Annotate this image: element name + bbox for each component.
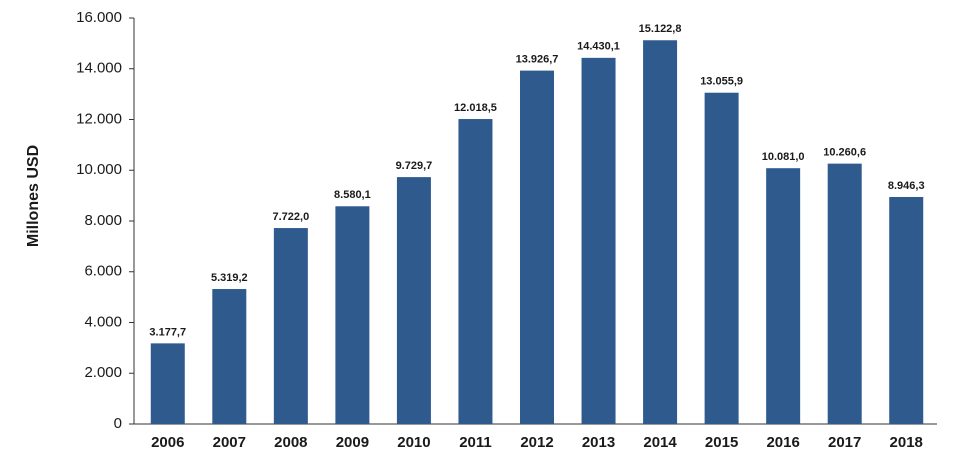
bar [827,163,862,424]
x-tick-label: 2012 [520,434,553,451]
value-label: 5.319,2 [211,272,248,284]
y-tick-label: 12.000 [76,110,122,127]
y-tick-label: 14.000 [76,60,122,77]
x-tick-label: 2006 [151,434,184,451]
x-tick-label: 2013 [582,434,615,451]
x-tick-label: 2007 [213,434,246,451]
y-tick-label: 6.000 [84,263,122,280]
value-label: 3.177,7 [149,326,186,338]
value-label: 14.430,1 [577,41,620,53]
value-label: 15.122,8 [639,23,682,35]
bar [335,206,370,424]
value-label: 12.018,5 [454,102,497,114]
y-tick-label: 2.000 [84,364,122,381]
value-label: 8.946,3 [888,180,925,192]
y-tick-label: 0 [114,415,122,432]
y-tick-label: 10.000 [76,161,122,178]
bar [581,57,616,424]
bar [150,343,185,424]
bar [520,70,554,424]
y-tick-label: 4.000 [84,313,122,330]
x-tick-label: 2015 [705,434,738,451]
x-tick-label: 2011 [459,434,492,451]
x-tick-label: 2017 [828,434,861,451]
bar [273,228,308,424]
value-label: 8.580,1 [334,189,371,201]
x-tick-label: 2008 [274,434,307,451]
value-label: 13.926,7 [516,54,559,66]
x-tick-label: 2018 [890,434,923,451]
x-tick-label: 2010 [397,434,430,451]
bar [458,119,493,424]
value-label: 9.729,7 [396,160,433,172]
bar [643,40,678,425]
value-label: 10.260,6 [823,147,866,159]
x-tick-label: 2016 [766,434,799,451]
x-tick-label: 2014 [643,434,677,451]
bar [889,196,924,424]
bar [704,92,739,424]
bar [212,289,247,424]
y-axis-label: Millones USD [25,145,42,247]
y-tick-label: 16.000 [76,9,122,26]
x-tick-label: 2009 [336,434,369,451]
value-label: 13.055,9 [700,76,743,88]
bar [766,168,801,424]
value-label: 10.081,0 [762,151,805,163]
value-label: 7.722,0 [272,211,309,223]
bar [396,177,431,424]
y-tick-label: 8.000 [84,212,122,229]
